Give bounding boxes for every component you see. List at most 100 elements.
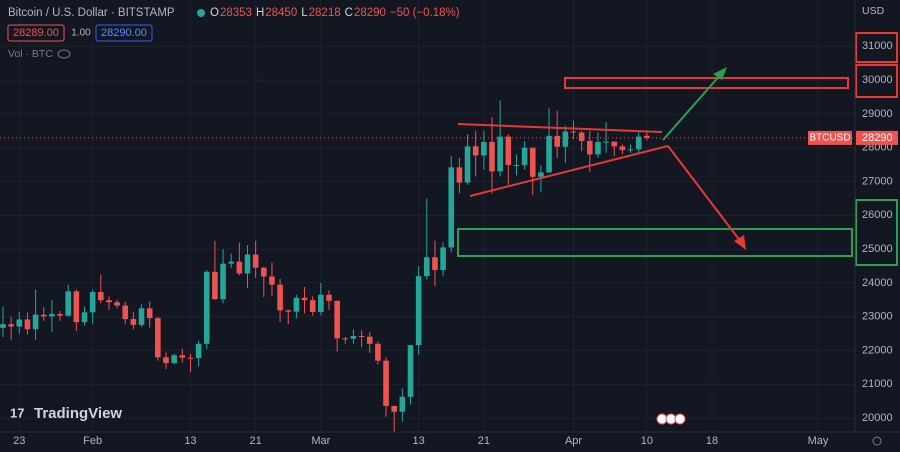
down-arrow (667, 145, 742, 243)
candle-body (587, 140, 593, 155)
candle-body (464, 146, 471, 183)
candle-body (448, 167, 455, 248)
candle-body (57, 314, 63, 316)
ask-box[interactable] (95, 24, 153, 42)
ohlc-value: 28353 (220, 7, 252, 19)
target-box-green (457, 228, 853, 257)
axis-box-30000 (855, 64, 898, 98)
candle-body (261, 267, 267, 277)
symbol-title: Bitcoin / U.S. Dollar · BITSTAMP (8, 7, 175, 19)
x-tick-label: Mar (311, 435, 330, 447)
triangle-top-line (457, 123, 663, 133)
candle-body (32, 314, 39, 330)
bid-box[interactable] (7, 24, 65, 42)
x-tick-label: 10 (641, 435, 653, 447)
x-tick-label: 13 (413, 435, 425, 447)
ohlc-letter: L (301, 7, 308, 19)
candle-body (505, 136, 512, 165)
candle-body (358, 336, 365, 337)
candle-body (89, 292, 96, 313)
status-dot (197, 9, 205, 17)
candle-body (415, 276, 422, 346)
candle-body (529, 147, 536, 177)
y-tick-label: 30000 (862, 74, 893, 86)
candle-body (570, 131, 577, 133)
candle-body (203, 271, 210, 344)
candle-body (644, 135, 650, 138)
candle-body (383, 360, 389, 406)
target-box-red (564, 77, 849, 89)
candle-body (212, 271, 218, 300)
candle-body (106, 300, 112, 303)
candle-body (269, 276, 275, 285)
candle-body (350, 336, 357, 339)
candle-body (8, 324, 14, 327)
candle-body (440, 247, 446, 271)
symbol-tag: BTCUSD (809, 133, 850, 144)
volume-label: Vol · BTC (8, 48, 53, 60)
brand: TradingView (34, 405, 122, 422)
y-tick-label: 23000 (862, 311, 893, 323)
candle-body (171, 355, 177, 364)
ohlc-letter: C (345, 7, 353, 19)
candle-body (481, 141, 487, 156)
candle-body (244, 254, 251, 274)
candle-body (195, 343, 202, 358)
candle-body (49, 314, 55, 317)
candle-body (122, 305, 129, 320)
candle-body (220, 263, 226, 300)
x-tick-label: 18 (706, 435, 718, 447)
x-tick-label: Feb (83, 435, 102, 447)
y-tick-label: 25000 (862, 243, 893, 255)
candle-body (538, 172, 544, 177)
y-tick-label: 24000 (862, 277, 893, 289)
candle-body (163, 357, 169, 364)
axis-box-31000 (855, 32, 898, 63)
event-icons (656, 413, 686, 425)
candle-body (98, 292, 104, 301)
brand-mark: 17 (10, 405, 24, 420)
ohlc-header: O 28353 H 28450 L 28218 C 28290 −50 (−0.18%) (210, 7, 460, 19)
candle-body (432, 257, 438, 271)
candle-body (228, 261, 234, 264)
candle-body (138, 308, 145, 325)
y-tick-label: 31000 (862, 40, 893, 52)
candle-body (424, 257, 430, 277)
candle-body (399, 396, 406, 412)
candle-body (342, 338, 349, 340)
candle-body (65, 291, 71, 316)
candle-body (554, 135, 560, 147)
last-price-box (856, 130, 898, 145)
candle-body (179, 355, 186, 358)
ohlc-letter: H (256, 7, 264, 19)
y-tick-label: 20000 (862, 412, 893, 424)
down-arrowhead (734, 235, 746, 250)
candle-body (603, 141, 609, 143)
y-tick-label: 26000 (862, 209, 893, 221)
candle-body (611, 141, 618, 147)
candle-body (407, 345, 414, 397)
candle-body (619, 146, 626, 151)
currency-label[interactable]: USD (862, 5, 885, 17)
settings-icon[interactable] (872, 436, 882, 446)
candle-body (489, 141, 495, 172)
up-arrowhead (713, 67, 727, 80)
visibility-icon[interactable] (57, 49, 71, 59)
candle-body (627, 149, 634, 151)
candle-body (318, 294, 324, 312)
candle-body (252, 254, 259, 268)
drawings (457, 32, 898, 266)
candle-body (546, 135, 552, 173)
axes: 20000 21000 22000 23000 24000 25000 26000 27000… (13, 40, 898, 447)
event-icon[interactable] (674, 413, 686, 425)
ohlc-value: 28290 (354, 7, 386, 19)
candle-body (391, 405, 397, 412)
candle-body (521, 147, 528, 165)
candle-body (578, 132, 585, 141)
ask-price[interactable]: 28290.00 (101, 27, 147, 39)
ohlc-value: 28218 (309, 7, 341, 19)
bid-price[interactable]: 28289.00 (13, 27, 59, 39)
x-tick-label: 13 (184, 435, 196, 447)
candle-body (236, 261, 243, 274)
